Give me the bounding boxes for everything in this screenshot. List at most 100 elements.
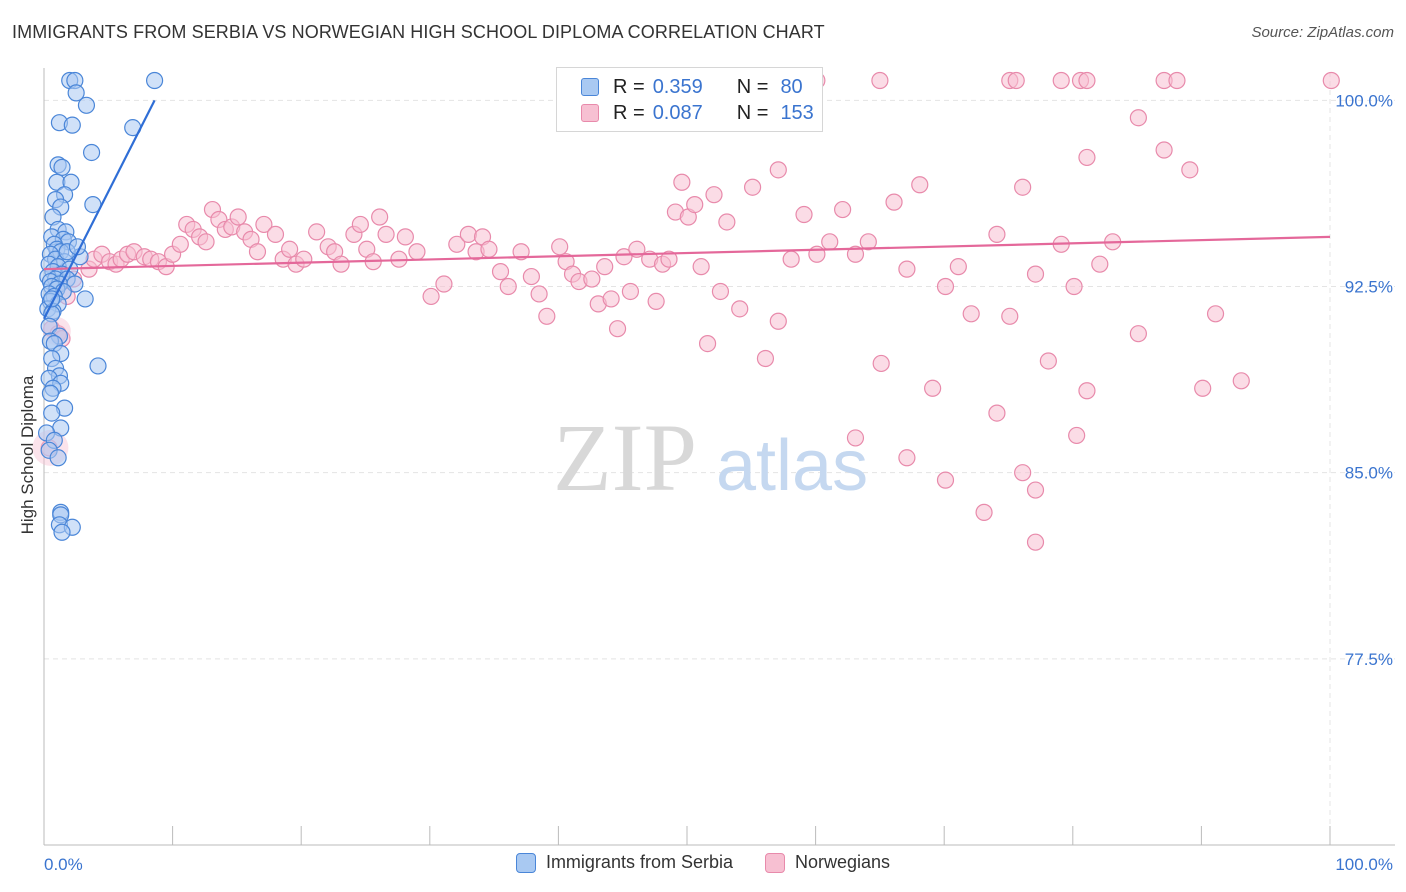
norwegians-point <box>422 287 440 306</box>
norwegians-point <box>846 429 865 447</box>
stats-legend: R = 0.359 N = 80 R = 0.087 N = 153 <box>556 67 823 132</box>
serbia-trend-line <box>43 99 156 320</box>
norwegians-point <box>1001 307 1019 325</box>
norwegians-point <box>660 250 678 268</box>
norwegians-point <box>962 305 980 323</box>
norwegians-point <box>396 228 414 246</box>
trend-lines <box>43 99 1331 320</box>
legend-n-value: 153 <box>780 101 814 124</box>
norwegians-point <box>898 449 916 467</box>
legend-label-serbia: Immigrants from Serbia <box>545 852 733 872</box>
norwegians-point <box>1052 71 1070 90</box>
norwegians-point <box>1026 481 1045 499</box>
norwegians-point <box>248 243 267 261</box>
norwegians-point <box>377 225 395 243</box>
serbia-point <box>67 84 85 102</box>
legend-row-norwegians: R = 0.087 N = 153 <box>581 101 814 125</box>
norwegians-point <box>255 215 273 234</box>
legend-item-norwegians[interactable]: Norwegians <box>765 852 890 873</box>
norwegians-point <box>229 208 247 226</box>
norwegians-point <box>332 255 350 273</box>
norwegians-point <box>608 320 627 338</box>
norwegians-point <box>308 223 326 241</box>
norwegians-point <box>596 258 614 276</box>
legend-swatch-norwegians <box>765 852 785 873</box>
norwegians-point <box>512 243 530 261</box>
norwegians-point <box>538 307 556 325</box>
legend-r-value: 0.087 <box>652 101 703 124</box>
norwegians-point <box>295 250 313 268</box>
norwegians-point <box>795 205 813 224</box>
chart-title: IMMIGRANTS FROM SERBIA VS NORWEGIAN HIGH… <box>12 22 825 42</box>
legend-swatch-serbia <box>515 852 536 873</box>
watermark: ZIP atlas <box>553 404 868 511</box>
norwegians-point <box>1078 382 1096 400</box>
norwegians-point <box>949 258 967 276</box>
norwegians-point <box>408 243 426 261</box>
serbia-point <box>89 357 107 375</box>
norwegians-point <box>1322 71 1340 90</box>
norwegians-point <box>647 292 665 310</box>
norwegians-point <box>769 312 787 330</box>
legend-r-label: R = <box>613 75 645 98</box>
norwegians-point <box>266 225 285 243</box>
norwegians-point <box>602 290 620 308</box>
norwegians-point <box>1065 277 1083 296</box>
norwegians-point <box>1232 372 1250 390</box>
norwegians-point <box>522 267 540 286</box>
series-immigrants-from-serbia <box>37 71 164 541</box>
norwegians-point <box>1014 178 1032 196</box>
norwegians-point <box>1091 255 1109 273</box>
source-label: Source: ZipAtlas.com <box>1251 24 1394 41</box>
norwegians-point <box>1014 464 1032 482</box>
serbia-point <box>77 96 96 114</box>
y-tick-label: 85.0% <box>1345 464 1393 483</box>
norwegians-point <box>1068 426 1086 445</box>
norwegians-point <box>692 258 710 276</box>
norwegians-point <box>1078 148 1096 167</box>
norwegians-point <box>975 503 993 521</box>
norwegians-point <box>1039 352 1057 370</box>
serbia-point <box>63 116 81 134</box>
norwegians-point <box>988 225 1006 243</box>
norwegians-point <box>1078 71 1096 90</box>
watermark-atlas: atlas <box>716 426 868 506</box>
norwegians-point <box>769 161 787 179</box>
norwegians-point <box>859 233 877 251</box>
legend-r-value: 0.359 <box>652 75 703 98</box>
norwegians-point <box>171 235 189 253</box>
norwegians-point <box>1181 161 1199 179</box>
norwegians-point <box>871 71 889 90</box>
norwegians-point <box>281 240 299 258</box>
norwegians-point <box>705 186 723 204</box>
norwegians-point <box>834 200 852 219</box>
norwegians-point <box>756 349 775 368</box>
serbia-point <box>49 449 67 467</box>
serbia-point <box>41 384 60 402</box>
norwegians-point <box>530 285 548 303</box>
norwegians-point <box>718 213 736 231</box>
norwegians-point <box>686 195 704 214</box>
axes <box>43 68 1395 846</box>
norwegians-point <box>731 300 749 318</box>
norwegians-point <box>1026 533 1045 551</box>
norwegians-point <box>821 233 839 251</box>
y-tick-label: 77.5% <box>1345 650 1393 669</box>
x-tick-label: 0.0% <box>44 855 83 874</box>
serbia-point <box>53 158 71 176</box>
norwegians-point <box>846 245 865 263</box>
norwegians-point <box>936 277 955 296</box>
legend-item-serbia[interactable]: Immigrants from Serbia <box>515 852 733 873</box>
norwegians-point <box>1007 71 1025 90</box>
serbia-point <box>43 404 61 422</box>
legend-swatch-norwegians <box>581 104 599 122</box>
y-tick-label: 92.5% <box>1345 278 1393 297</box>
norwegians-point <box>480 240 498 258</box>
legend-label-norwegians: Norwegians <box>795 852 891 872</box>
norwegians-point <box>1168 71 1186 90</box>
legend-n-label: N = <box>736 101 769 124</box>
norwegians-point <box>435 275 453 293</box>
norwegians-point <box>1129 325 1147 343</box>
legend-n-label: N = <box>736 75 769 98</box>
norwegians-point <box>615 248 633 266</box>
